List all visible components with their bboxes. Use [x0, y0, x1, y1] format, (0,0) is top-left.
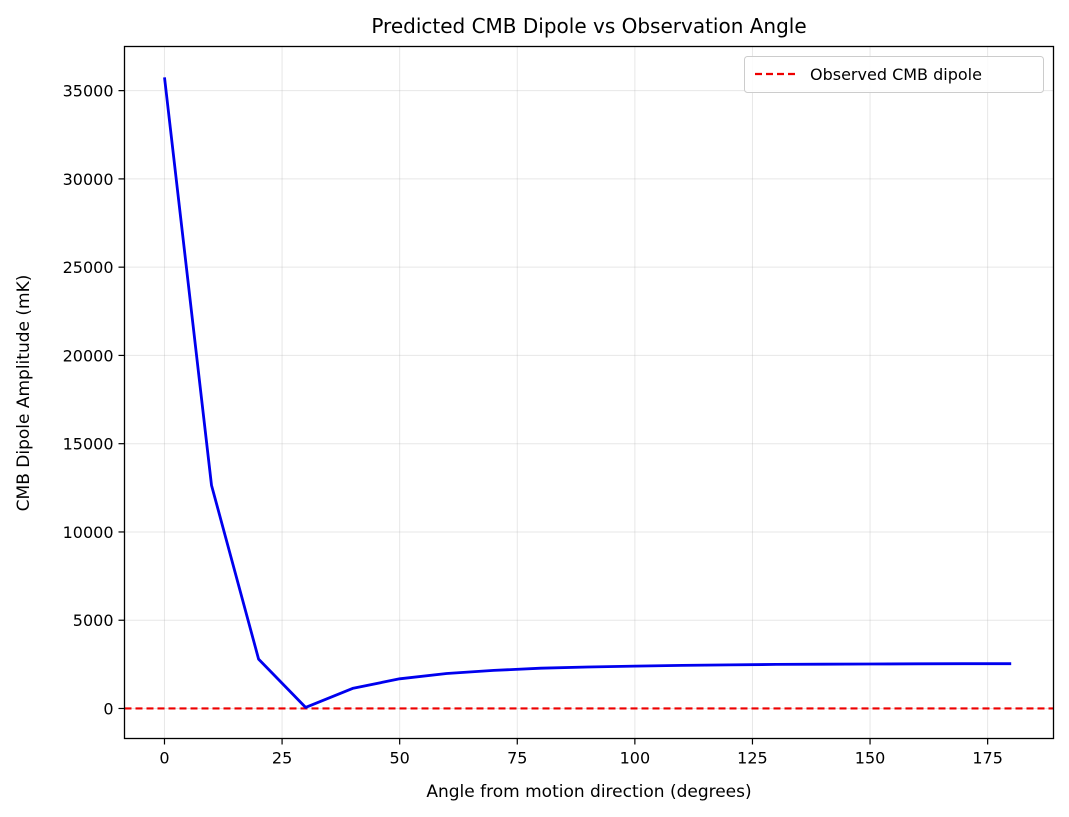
y-tick-label: 30000: [63, 170, 114, 189]
plot-frame: [123, 45, 1055, 740]
y-axis: 0 5000 10000 15000 20000 25000 30000 35000: [63, 82, 125, 718]
y-tick-label: 35000: [63, 82, 114, 101]
x-tick-label: 0: [159, 749, 169, 768]
y-tick-label: 15000: [63, 435, 114, 454]
grid: [124, 46, 1054, 739]
x-tick-label: 25: [272, 749, 292, 768]
predicted-dipole-line: [163, 77, 1012, 709]
legend-label: Observed CMB dipole: [810, 65, 982, 84]
x-tick-label: 150: [855, 749, 886, 768]
series-group: [163, 77, 1012, 709]
legend-box: [744, 56, 1044, 93]
y-tick-label: 0: [103, 699, 113, 718]
y-axis-label: CMB Dipole Amplitude (mK): [14, 275, 34, 512]
y-tick-label: 20000: [63, 346, 114, 365]
x-tick-label: 50: [389, 749, 409, 768]
y-tick-label: 10000: [63, 523, 114, 542]
x-tick-label: 175: [972, 749, 1003, 768]
x-tick-label: 75: [507, 749, 527, 768]
y-tick-label: 5000: [73, 611, 114, 630]
x-tick-label: 100: [620, 749, 651, 768]
chart-title: Predicted CMB Dipole vs Observation Angl…: [371, 14, 806, 38]
x-tick-label: 125: [737, 749, 768, 768]
x-axis: 0 25 50 75 100 125 150 175: [159, 738, 1003, 768]
x-axis-label: Angle from motion direction (degrees): [426, 782, 751, 802]
legend: Observed CMB dipole: [744, 56, 1044, 93]
y-tick-label: 25000: [63, 258, 114, 277]
